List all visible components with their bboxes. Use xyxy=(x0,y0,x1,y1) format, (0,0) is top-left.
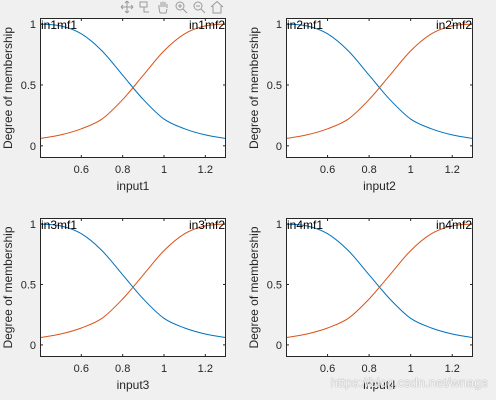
y-axis-label: Degree of membership xyxy=(1,27,15,149)
x-tick-label: 0.8 xyxy=(115,164,130,176)
axes-box xyxy=(40,218,226,357)
y-tick-label: 1 xyxy=(30,219,36,231)
x-tick-label: 1.2 xyxy=(445,363,460,375)
x-axis-label: input4 xyxy=(363,378,396,392)
x-axis-label: input1 xyxy=(117,179,150,193)
y-axis-label: Degree of membership xyxy=(1,226,15,348)
y-tick-label: 1 xyxy=(276,219,282,231)
x-tick-label: 1 xyxy=(408,363,414,375)
home-icon[interactable] xyxy=(210,0,224,14)
series-lines xyxy=(285,23,474,140)
y-tick-label: 0 xyxy=(276,340,282,352)
x-tick-label: 1 xyxy=(161,363,167,375)
y-axis-label: Degree of membership xyxy=(247,27,261,149)
mf-label-right: in3mf2 xyxy=(189,218,225,232)
x-tick-label: 0.6 xyxy=(320,164,335,176)
x-axis-label: input3 xyxy=(117,378,150,392)
series-line-in4mf2 xyxy=(285,223,474,339)
zoom-out-icon[interactable] xyxy=(192,0,206,14)
y-tick-label: 0 xyxy=(30,340,36,352)
hand-icon[interactable] xyxy=(156,0,170,14)
x-tick-label: 0.6 xyxy=(320,363,335,375)
axes-box xyxy=(286,218,473,357)
zoom-in-icon[interactable] xyxy=(174,0,188,14)
x-tick-label: 1.2 xyxy=(198,164,213,176)
y-tick-label: 0.5 xyxy=(21,279,36,291)
x-tick-label: 1.2 xyxy=(445,164,460,176)
series-line-in1mf2 xyxy=(39,23,227,140)
y-tick-label: 1 xyxy=(30,19,36,31)
figure-toolbar xyxy=(120,0,224,14)
x-tick-label: 0.8 xyxy=(115,363,130,375)
x-tick-label: 1 xyxy=(408,164,414,176)
y-tick-label: 0.5 xyxy=(21,80,36,92)
series-line-in2mf2 xyxy=(285,23,474,140)
mf-label-left: in4mf1 xyxy=(287,218,323,232)
x-tick-label: 0.8 xyxy=(361,164,376,176)
series-lines xyxy=(285,223,474,339)
subplot-3: 0.6 0.8 1 1.2 0 0.5 1 input3 Degree of membershi… xyxy=(1,218,227,392)
x-tick-label: 0.6 xyxy=(74,363,89,375)
data-cursor-icon[interactable] xyxy=(138,0,152,14)
series-line-in3mf2 xyxy=(39,223,227,339)
watermark-text: https://blog.csdn.net/wnags xyxy=(330,375,488,390)
mf-label-right: in1mf2 xyxy=(189,18,225,32)
y-tick-label: 1 xyxy=(276,19,282,31)
x-tick-label: 1.2 xyxy=(198,363,213,375)
mf-label-right: in2mf2 xyxy=(436,18,472,32)
pan-icon[interactable] xyxy=(120,0,134,14)
subplot-2: 0.6 0.8 1 1.2 0 0.5 1 input2 Degree of membershi… xyxy=(247,18,474,193)
mf-label-left: in2mf1 xyxy=(287,18,323,32)
y-tick-label: 0.5 xyxy=(267,80,282,92)
axes-box xyxy=(40,18,226,158)
mf-label-left: in3mf1 xyxy=(41,218,77,232)
series-lines xyxy=(39,23,227,140)
x-tick-label: 0.6 xyxy=(74,164,89,176)
mf-label-right: in4mf2 xyxy=(436,218,472,232)
axes-box xyxy=(286,18,473,158)
y-axis-label: Degree of membership xyxy=(247,226,261,348)
x-axis-label: input2 xyxy=(363,179,396,193)
x-tick-label: 1 xyxy=(161,164,167,176)
series-lines xyxy=(39,223,227,339)
y-tick-label: 0 xyxy=(30,141,36,153)
subplot-4: 0.6 0.8 1 1.2 0 0.5 1 input4 Degree of membershi… xyxy=(247,218,474,392)
x-tick-label: 0.8 xyxy=(361,363,376,375)
mf-label-left: in1mf1 xyxy=(41,18,77,32)
y-tick-label: 0.5 xyxy=(267,279,282,291)
subplot-1: 0.6 0.8 1 1.2 0 0.5 1 input1 Degree of membershi… xyxy=(1,18,227,193)
y-tick-label: 0 xyxy=(276,141,282,153)
